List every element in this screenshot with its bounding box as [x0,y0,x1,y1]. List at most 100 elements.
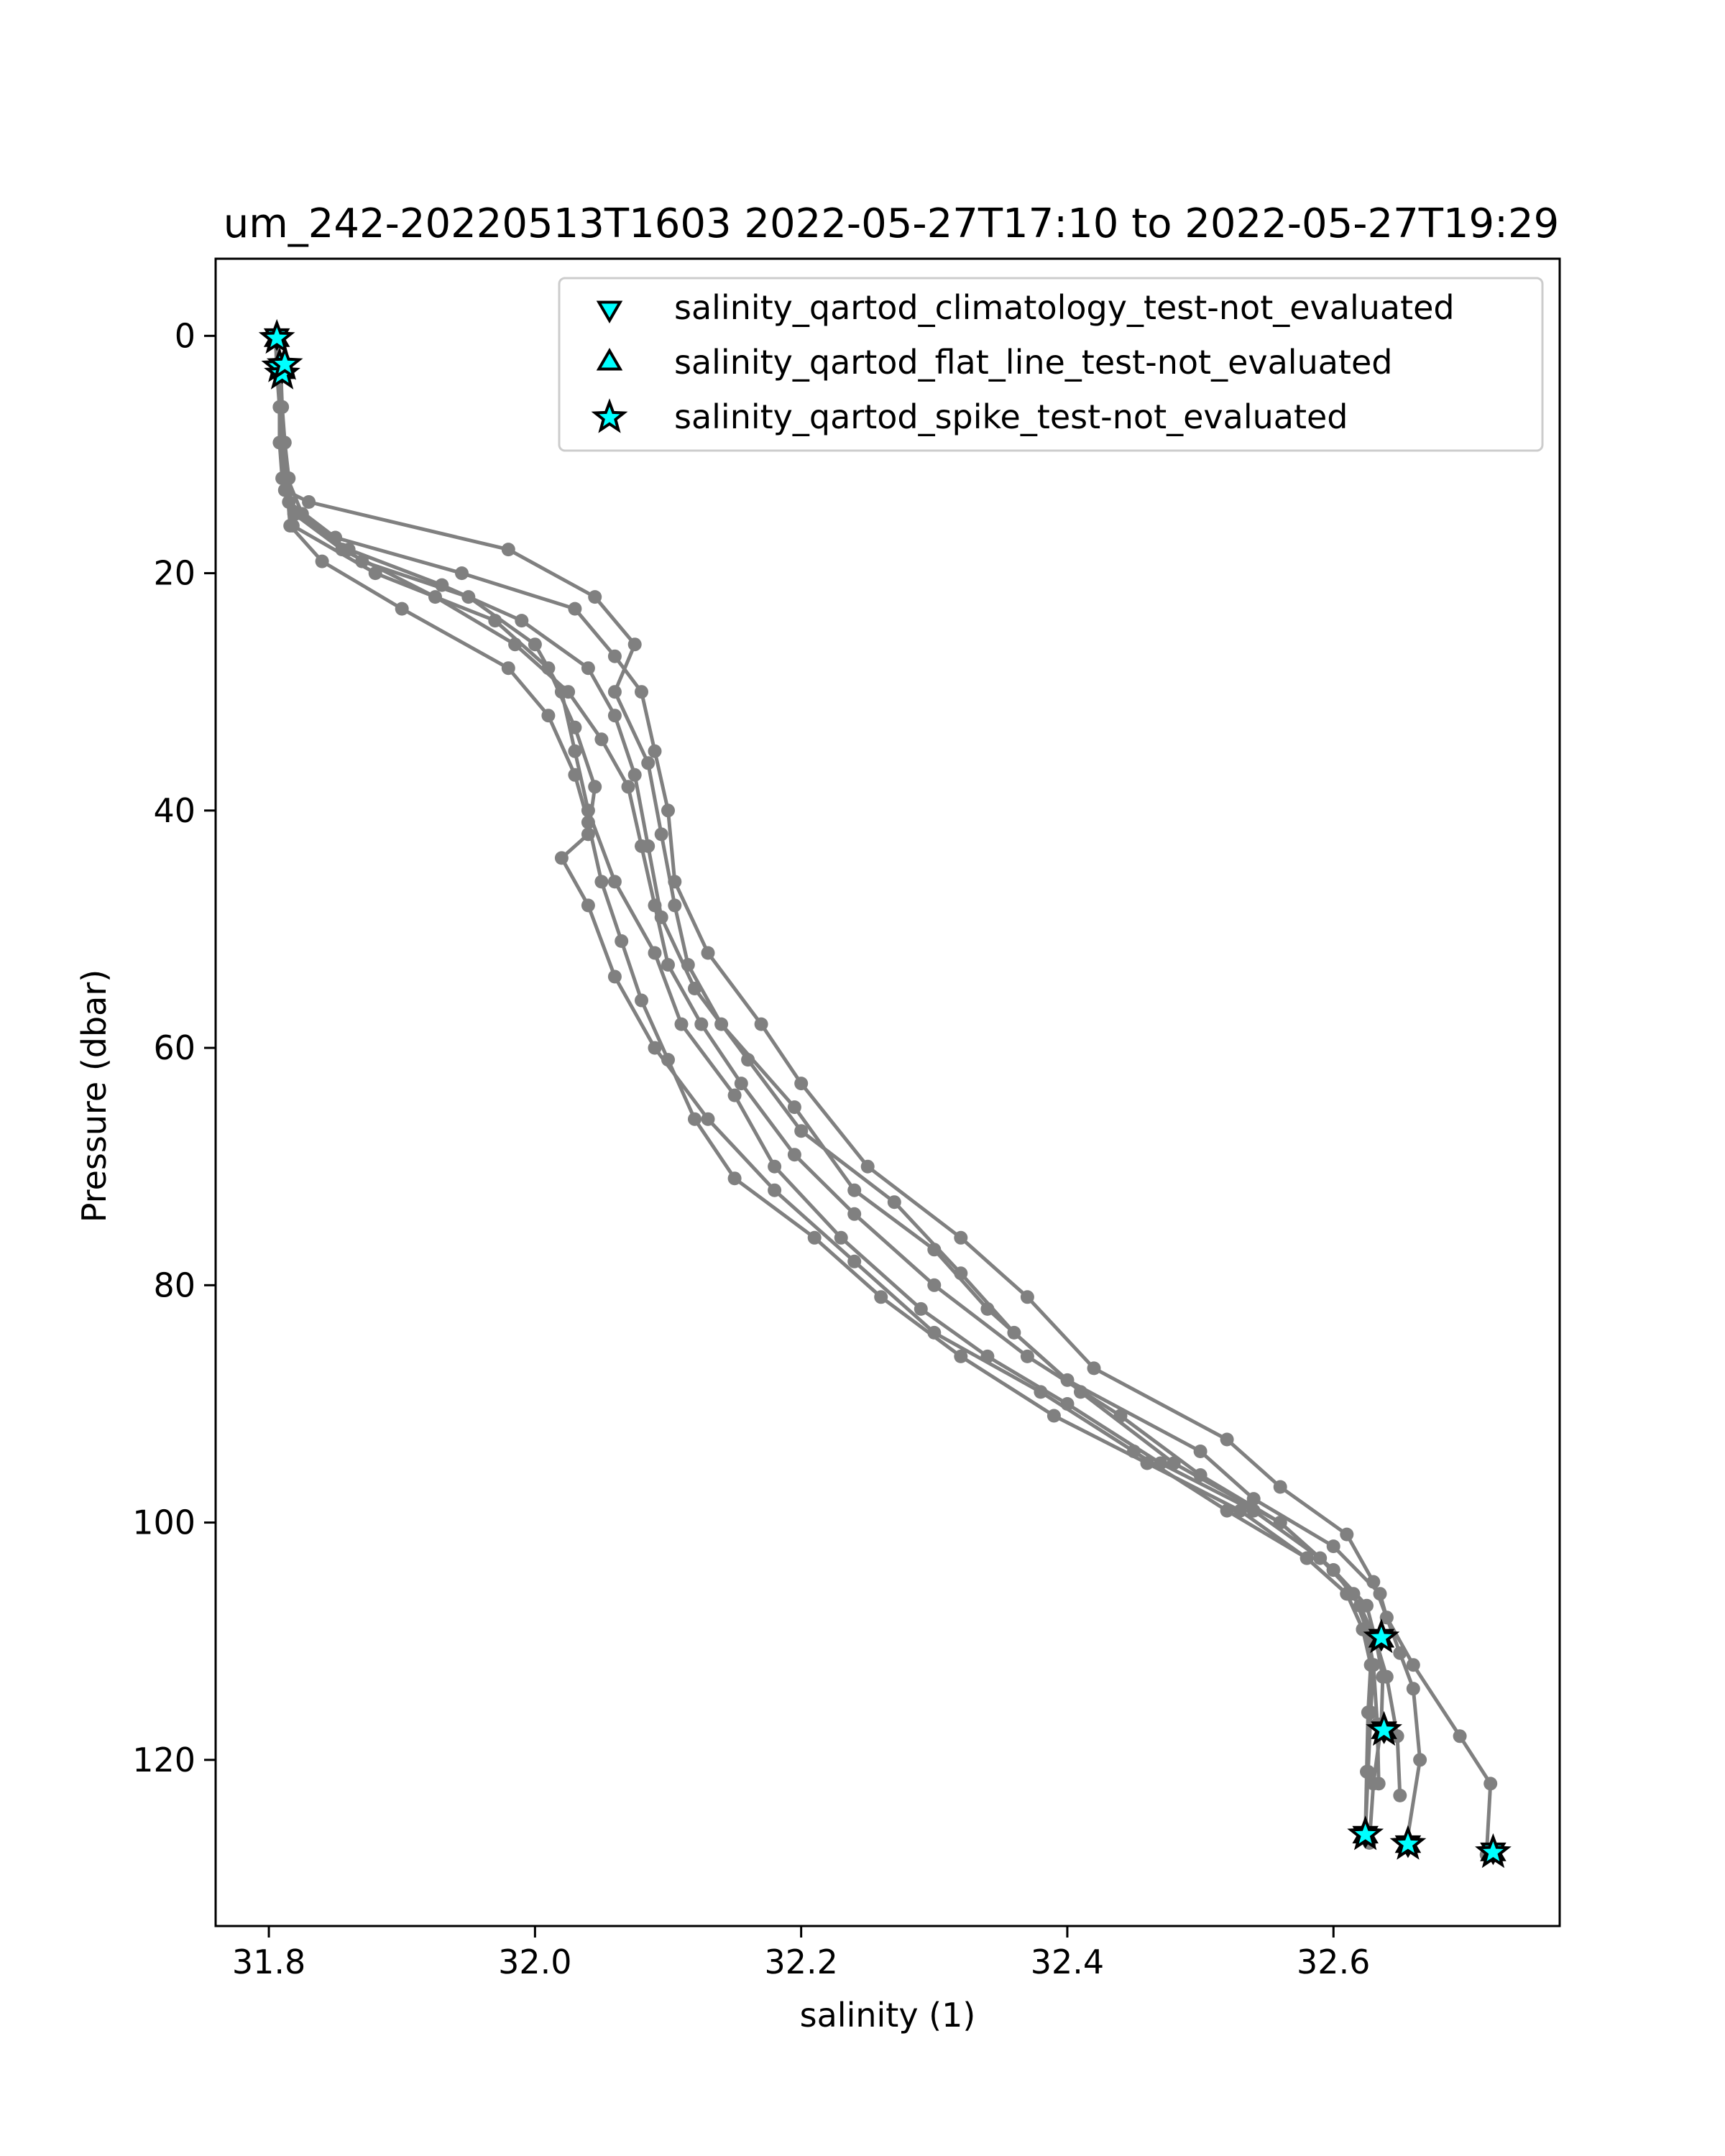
series-point [287,507,301,521]
series-point [627,637,642,652]
series-point [588,780,602,794]
series-point [641,756,656,770]
x-tick-label: 32.0 [498,1943,571,1981]
series-point [594,875,609,889]
flag-marker-spike [1347,1815,1384,1851]
series-point [1273,1480,1287,1494]
series-point [1413,1753,1427,1767]
legend-marker-shape [596,348,623,371]
series-point [1326,1563,1340,1577]
axes-frame [214,257,1561,1927]
y-tick-label: 0 [175,316,196,355]
series-point [607,875,622,889]
series-point [694,1017,709,1031]
series-point [1087,1361,1101,1376]
series-point [1371,1777,1386,1791]
series-point [847,1183,862,1197]
series-point [1273,1516,1287,1530]
series-point [568,744,582,758]
legend-label-spike: salinity_qartod_spike_test-not_evaluated [674,397,1348,436]
flag-marker-spike [1389,1825,1427,1860]
series-point [727,1171,742,1186]
series-point [1406,1658,1420,1672]
series-point [627,768,642,782]
series-point [395,602,409,616]
series-point [661,958,675,972]
series-point [1360,1764,1374,1779]
series-point [1007,1325,1021,1340]
series-point [1034,1385,1048,1399]
series-point [274,400,288,414]
series-point [283,519,298,533]
series-point [581,898,595,913]
plot-area [258,318,1512,1869]
series-point [1113,1409,1128,1423]
y-axis-label: Pressure (dbar) [75,969,114,1222]
series-point [1361,1705,1375,1720]
legend-marker-flat-line [596,348,623,371]
series-point [1393,1646,1407,1660]
series-point [594,732,609,747]
series-point [279,471,293,485]
series-point [607,709,622,723]
series-point [488,614,502,628]
series-point [787,1148,801,1162]
series-point [648,898,662,913]
y-tick-label: 80 [153,1266,196,1304]
series-point [887,1195,901,1210]
series-point [581,661,595,676]
series-point [554,851,569,865]
y-tick-label: 40 [153,791,196,830]
series-point [648,946,662,960]
series-point [688,1112,702,1126]
y-tick-label: 20 [153,554,196,593]
series-point [635,993,648,1008]
series-point [914,1302,928,1316]
series-point [727,1088,742,1102]
series-point [428,590,442,604]
series-point [1393,1788,1407,1802]
legend-label-flat-line: salinity_qartod_flat_line_test-not_evalu… [674,343,1392,382]
x-axis-label: salinity (1) [800,1996,976,2035]
legend-box [558,277,1544,452]
series-point [1453,1729,1467,1743]
legend-marker-climatology [596,300,623,323]
series-point [461,590,476,604]
series-point [701,946,715,960]
series-point [807,1230,822,1245]
legend-marker-spike [591,398,628,433]
flag-markers [258,318,1512,1869]
series-point [701,1112,715,1126]
flag-marker-spike [266,345,303,380]
series-point [561,685,576,699]
legend-marker-shape [591,398,628,433]
series-point [794,1077,809,1091]
series-point [768,1183,782,1197]
series-point [661,1053,675,1067]
y-tick-label: 100 [132,1503,196,1542]
legend-marker-shape [596,300,623,323]
series-point [754,1017,768,1031]
series-point [528,637,542,652]
series-point [1193,1445,1208,1458]
series-point [648,744,662,758]
series-point [954,1266,968,1281]
series-point [1406,1682,1420,1696]
series-point [1046,1409,1061,1423]
x-tick-label: 32.2 [764,1943,837,1981]
series-point [541,709,556,723]
series-point [768,1159,782,1174]
y-tick-label: 60 [153,1028,196,1067]
series-point [654,827,668,842]
series-point [501,543,515,557]
series-point [581,815,595,829]
series-point [1326,1539,1340,1554]
legend-label-climatology: salinity_qartod_climatology_test-not_eva… [674,288,1455,327]
series-point [847,1207,862,1221]
series-point [568,768,582,782]
series-point [847,1254,862,1268]
flag-marker-spike [1366,1710,1403,1746]
series-point [568,602,582,616]
series-point [455,566,469,581]
series-point [1366,1575,1381,1589]
